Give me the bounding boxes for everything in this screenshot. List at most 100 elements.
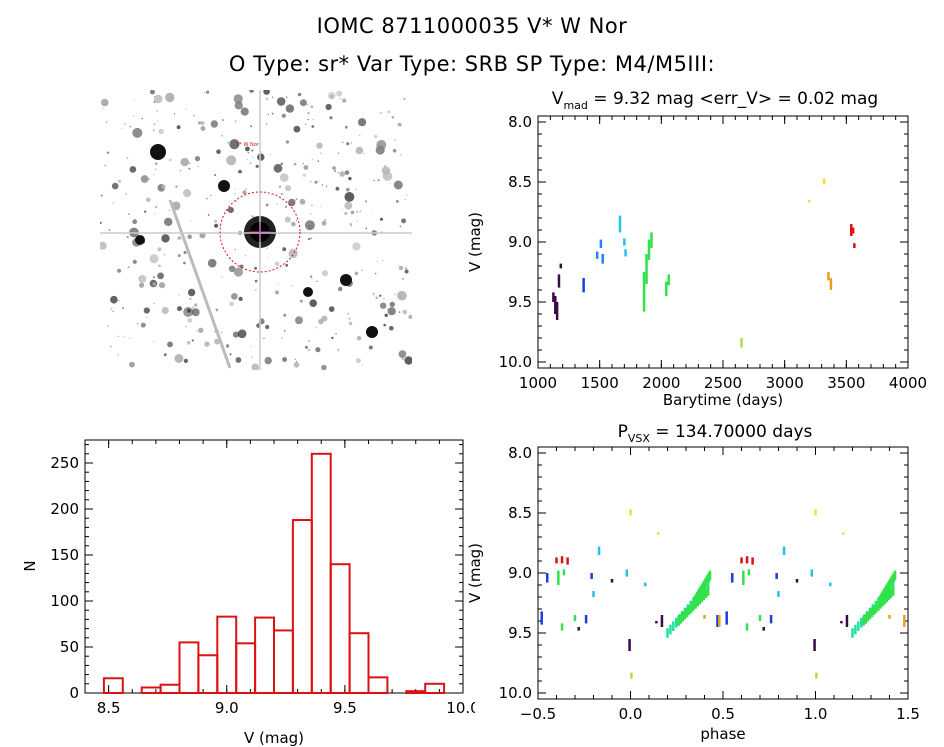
sky-star: [124, 123, 126, 125]
sky-star: [361, 364, 363, 366]
sky-star: [350, 224, 353, 227]
sky-star: [337, 172, 339, 174]
sky-star: [335, 186, 340, 191]
histogram-bar: [405, 690, 427, 695]
sky-star: [152, 276, 155, 279]
sky-star: [279, 185, 281, 188]
sky-star: [293, 162, 297, 166]
sky-star: [117, 335, 119, 337]
sky-star: [112, 310, 114, 312]
sky-star: [321, 364, 327, 370]
sky-star: [374, 134, 378, 138]
sky-finder-image: V* W Nor: [100, 90, 412, 370]
sky-star: [177, 236, 182, 240]
sky-star: [358, 118, 367, 127]
sky-star: [254, 266, 257, 270]
sky-star: [401, 277, 405, 280]
x-tick-label: −0.5: [520, 705, 556, 723]
sky-star: [238, 296, 243, 301]
sky-star: [347, 313, 350, 315]
sky-star: [246, 158, 248, 161]
sky-star: [249, 162, 252, 164]
sky-star: [401, 357, 405, 361]
sky-star: [285, 140, 290, 144]
sky-star: [153, 129, 155, 131]
sky-star: [228, 265, 236, 273]
sky-star: [111, 182, 119, 190]
sky-star: [269, 153, 271, 155]
sky-star: [185, 326, 187, 328]
sky-star: [138, 274, 147, 283]
sky-star: [214, 223, 219, 228]
sky-star: [125, 193, 127, 195]
sky-star: [297, 92, 302, 97]
sky-star: [344, 170, 350, 175]
sky-star: [198, 327, 204, 333]
sky-star: [321, 270, 328, 277]
sky-star: [238, 169, 242, 174]
sky-star: [342, 141, 344, 143]
x-tick-label: 0.5: [711, 705, 735, 723]
sky-star: [178, 294, 180, 296]
sky-star: [143, 307, 150, 314]
sky-star: [229, 353, 232, 356]
sky-star: [126, 236, 129, 238]
sky-star: [233, 267, 244, 277]
sky-star: [206, 90, 210, 94]
sky-star: [320, 205, 322, 207]
sky-star: [180, 157, 189, 167]
sky-star: [265, 203, 269, 207]
sky-star: [379, 294, 382, 297]
sky-star: [197, 165, 200, 168]
sky-star: [153, 173, 155, 175]
sky-star: [332, 166, 336, 170]
sky-star: [235, 200, 238, 202]
sky-star: [166, 224, 169, 226]
sky-star: [295, 316, 303, 325]
sky-star: [175, 185, 178, 188]
sky-star: [312, 119, 314, 121]
sky-star: [155, 205, 158, 209]
x-tick-label: 1000: [519, 374, 557, 392]
sky-star: [375, 296, 379, 299]
sky-star: [356, 336, 362, 341]
sky-star: [255, 289, 257, 291]
sky-star: [200, 121, 205, 126]
sky-star: [295, 360, 298, 363]
sky-star: [153, 94, 163, 104]
sky-star: [359, 210, 361, 212]
sky-star: [152, 282, 157, 286]
sky-star: [192, 307, 194, 309]
sky-star: [251, 363, 260, 370]
sky-star: [348, 321, 353, 326]
phased-curve-chart: PVSX = 134.70000 days −0.5 0.0 0.5 1.0 1.5 8.…: [466, 422, 920, 743]
sky-star: [157, 272, 164, 280]
sky-star: [187, 234, 192, 240]
sky-star: [311, 277, 313, 280]
sky-star: [329, 116, 333, 120]
sky-star: [161, 234, 170, 243]
sky-star: [139, 282, 145, 288]
sky-star: [310, 181, 312, 183]
sky-star: [402, 309, 408, 315]
histogram-bar: [254, 616, 276, 694]
sky-star: [250, 345, 252, 348]
sky-star: [344, 201, 353, 210]
sky-star: [398, 264, 400, 267]
sky-star: [374, 272, 377, 275]
sky-star: [183, 189, 192, 198]
sky-star: [154, 168, 157, 170]
sky-star: [311, 159, 313, 161]
sky-star: [185, 108, 187, 110]
sky-star: [110, 308, 112, 310]
sky-star: [323, 218, 326, 222]
phased-curve-xlabel: phase: [700, 725, 745, 743]
sky-star: [307, 104, 309, 106]
histogram-ylabel: N: [21, 560, 39, 571]
sky-star: [304, 345, 308, 349]
histogram-bar: [310, 452, 332, 694]
sky-star: [194, 303, 198, 307]
sky-star: [321, 315, 328, 322]
sky-star: [188, 167, 191, 170]
chart-title-line2: O Type: sr* Var Type: SRB SP Type: M4/M5…: [228, 52, 716, 76]
